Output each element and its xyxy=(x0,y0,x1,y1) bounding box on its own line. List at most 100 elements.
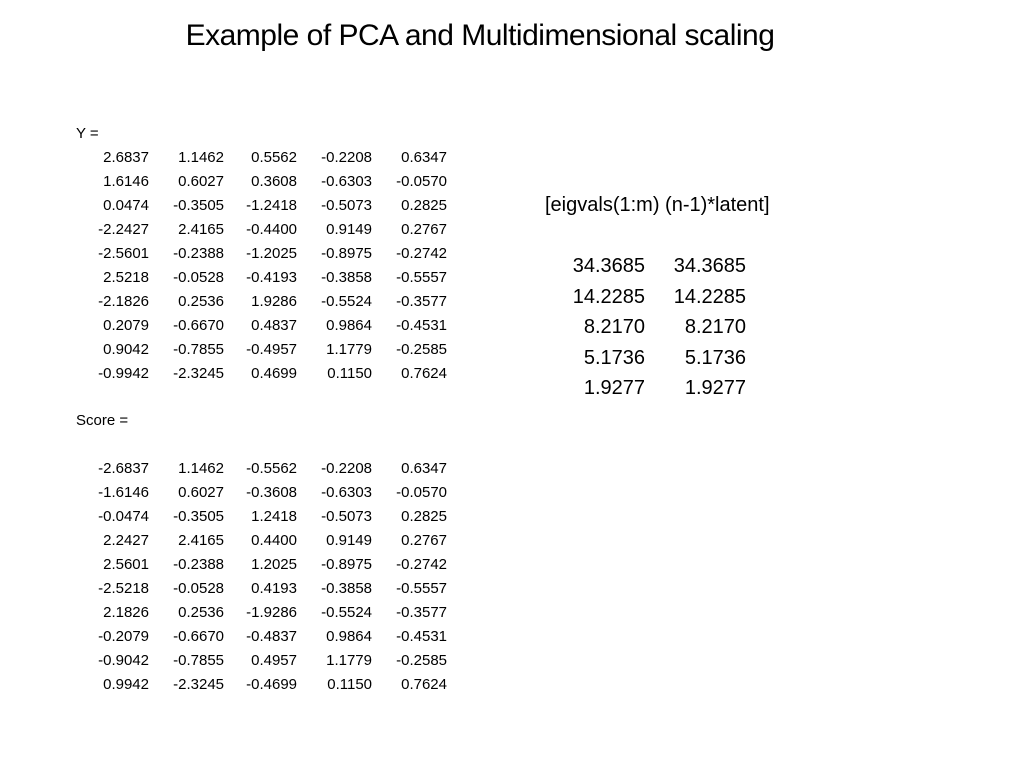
score-matrix-cell: 0.4193 xyxy=(251,580,297,597)
score-matrix-cell: -0.4837 xyxy=(246,628,297,645)
y-matrix-row: -2.1826 0.2536 1.9286 -0.5524 -0.3577 xyxy=(76,290,447,314)
score-matrix-cell: -0.6670 xyxy=(173,628,224,645)
y-matrix-cell: -0.4400 xyxy=(246,221,297,238)
y-matrix-cell: -0.5557 xyxy=(396,269,447,286)
y-matrix-cell: 2.4165 xyxy=(178,221,224,238)
y-matrix-cell: -1.2025 xyxy=(246,245,297,262)
y-matrix-row: 2.5218 -0.0528 -0.4193 -0.3858 -0.5557 xyxy=(76,266,447,290)
y-matrix-body: 2.6837 1.1462 0.5562 -0.2208 0.6347 1.6146 0.6… xyxy=(76,146,447,386)
score-matrix-cell: 0.4957 xyxy=(251,652,297,669)
score-matrix-cell: 1.2418 xyxy=(251,508,297,525)
score-matrix-cell: -0.5524 xyxy=(321,604,372,621)
score-matrix-cell: -0.2585 xyxy=(396,652,447,669)
score-matrix-cell: 0.7624 xyxy=(401,676,447,693)
y-matrix-label: Y = xyxy=(76,125,99,142)
y-matrix-row: 0.9042 -0.7855 -0.4957 1.1779 -0.2585 xyxy=(76,338,447,362)
eigen-cell: 14.2285 xyxy=(572,285,645,308)
eigen-cell: 5.1736 xyxy=(583,346,645,369)
score-matrix-cell: 2.1826 xyxy=(103,604,149,621)
score-matrix: -2.6837 1.1462 -0.5562 -0.2208 0.6347 -1.6146… xyxy=(76,457,447,697)
y-matrix-row: 1.6146 0.6027 0.3608 -0.6303 -0.0570 xyxy=(76,170,447,194)
y-matrix-row: -2.2427 2.4165 -0.4400 0.9149 0.2767 xyxy=(76,218,447,242)
eigen-cell: 8.2170 xyxy=(583,316,645,338)
score-matrix-cell: 2.2427 xyxy=(103,532,149,549)
score-matrix-cell: -0.0570 xyxy=(396,484,447,501)
score-matrix-cell: 0.9149 xyxy=(326,532,372,549)
y-matrix-row: -0.9942 -2.3245 0.4699 0.1150 0.7624 xyxy=(76,362,447,386)
score-matrix-cell: 0.6347 xyxy=(401,460,447,477)
score-matrix-cell: -2.3245 xyxy=(173,676,224,693)
y-matrix-cell: -0.2585 xyxy=(396,341,447,358)
score-matrix-cell: -0.9042 xyxy=(98,652,149,669)
score-matrix-row: 2.2427 2.4165 0.4400 0.9149 0.2767 xyxy=(76,529,447,553)
y-matrix-cell: 0.6027 xyxy=(178,173,224,190)
y-matrix-row: 0.2079 -0.6670 0.4837 0.9864 -0.4531 xyxy=(76,314,447,338)
y-matrix-cell: -1.2418 xyxy=(246,197,297,214)
score-matrix-cell: -2.5218 xyxy=(98,580,149,597)
score-matrix-cell: 0.1150 xyxy=(327,676,372,693)
score-matrix-cell: -0.2079 xyxy=(98,628,149,645)
y-matrix-cell: 0.6347 xyxy=(401,149,447,166)
score-matrix-cell: -0.3858 xyxy=(321,580,372,597)
score-matrix-cell: 0.2536 xyxy=(178,604,224,621)
score-matrix-cell: -0.3505 xyxy=(173,508,224,525)
eigen-cell: 8.2170 xyxy=(684,316,746,338)
y-matrix-cell: -0.2742 xyxy=(396,245,447,262)
y-matrix-cell: -2.1826 xyxy=(98,293,149,310)
y-matrix-row: 0.0474 -0.3505 -1.2418 -0.5073 0.2825 xyxy=(76,194,447,218)
eigen-header: [eigvals(1:m) (n-1)*latent] xyxy=(545,194,770,216)
y-matrix-cell: 0.5562 xyxy=(251,149,297,166)
y-matrix-cell: -0.8975 xyxy=(321,245,372,262)
y-matrix-row: -2.5601 -0.2388 -1.2025 -0.8975 -0.2742 xyxy=(76,242,447,266)
score-matrix-body: -2.6837 1.1462 -0.5562 -0.2208 0.6347 -1.6146… xyxy=(76,457,447,697)
score-matrix-cell: -0.2388 xyxy=(173,556,224,573)
y-matrix-cell: 0.3608 xyxy=(251,173,297,190)
y-matrix-cell: 0.9864 xyxy=(326,317,372,334)
score-matrix-cell: 1.2025 xyxy=(251,556,297,573)
y-matrix-cell: -0.9942 xyxy=(98,365,149,382)
y-matrix-cell: 0.2536 xyxy=(178,293,224,310)
y-matrix-cell: -0.3505 xyxy=(173,197,224,214)
score-matrix-cell: 0.9864 xyxy=(326,628,372,645)
eigen-cell: 1.9277 xyxy=(684,377,746,399)
y-matrix-row: 2.6837 1.1462 0.5562 -0.2208 0.6347 xyxy=(76,146,447,170)
eigen-table: 34.3685 34.3685 14.2285 14.2285 8.2170 8.2170… xyxy=(545,251,746,404)
score-matrix-cell: -0.5557 xyxy=(396,580,447,597)
eigen-row: 8.2170 8.2170 xyxy=(545,312,746,343)
y-matrix-cell: -0.4531 xyxy=(396,317,447,334)
score-matrix-cell: -0.4699 xyxy=(246,676,297,693)
score-matrix-cell: -0.7855 xyxy=(173,652,224,669)
score-matrix-row: -0.0474 -0.3505 1.2418 -0.5073 0.2825 xyxy=(76,505,447,529)
eigen-row: 1.9277 1.9277 xyxy=(545,373,746,404)
score-matrix-cell: -0.0528 xyxy=(173,580,224,597)
score-matrix-cell: -1.9286 xyxy=(246,604,297,621)
y-matrix-cell: -2.5601 xyxy=(98,245,149,262)
score-matrix-cell: 1.1779 xyxy=(326,652,372,669)
eigen-table-body: 34.3685 34.3685 14.2285 14.2285 8.2170 8.2170… xyxy=(545,251,746,404)
y-matrix-cell: -0.0528 xyxy=(173,269,224,286)
score-matrix-row: -0.2079 -0.6670 -0.4837 0.9864 -0.4531 xyxy=(76,625,447,649)
eigen-cell: 34.3685 xyxy=(572,255,645,277)
y-matrix-cell: -0.4957 xyxy=(246,341,297,358)
eigen-row: 34.3685 34.3685 xyxy=(545,251,746,282)
score-matrix-cell: 0.2767 xyxy=(401,532,447,549)
eigen-row: 14.2285 14.2285 xyxy=(545,282,746,313)
score-matrix-cell: 0.4400 xyxy=(251,532,297,549)
y-matrix-cell: -0.4193 xyxy=(246,269,297,286)
y-matrix-cell: 0.4699 xyxy=(251,365,297,382)
score-matrix-row: -2.6837 1.1462 -0.5562 -0.2208 0.6347 xyxy=(76,457,447,481)
score-matrix-row: 2.1826 0.2536 -1.9286 -0.5524 -0.3577 xyxy=(76,601,447,625)
score-matrix-cell: -1.6146 xyxy=(98,484,149,501)
y-matrix-cell: -0.5524 xyxy=(321,293,372,310)
score-matrix-cell: -0.5562 xyxy=(246,460,297,477)
score-matrix-cell: -0.3577 xyxy=(396,604,447,621)
y-matrix-cell: -2.2427 xyxy=(98,221,149,238)
score-matrix-row: 2.5601 -0.2388 1.2025 -0.8975 -0.2742 xyxy=(76,553,447,577)
y-matrix-cell: 0.9149 xyxy=(326,221,372,238)
y-matrix-cell: -0.2208 xyxy=(321,149,372,166)
score-matrix-row: -2.5218 -0.0528 0.4193 -0.3858 -0.5557 xyxy=(76,577,447,601)
score-matrix-cell: -0.2208 xyxy=(321,460,372,477)
score-matrix-cell: -0.0474 xyxy=(98,508,149,525)
score-matrix-cell: 0.6027 xyxy=(178,484,224,501)
score-matrix-cell: 2.5601 xyxy=(103,556,149,573)
